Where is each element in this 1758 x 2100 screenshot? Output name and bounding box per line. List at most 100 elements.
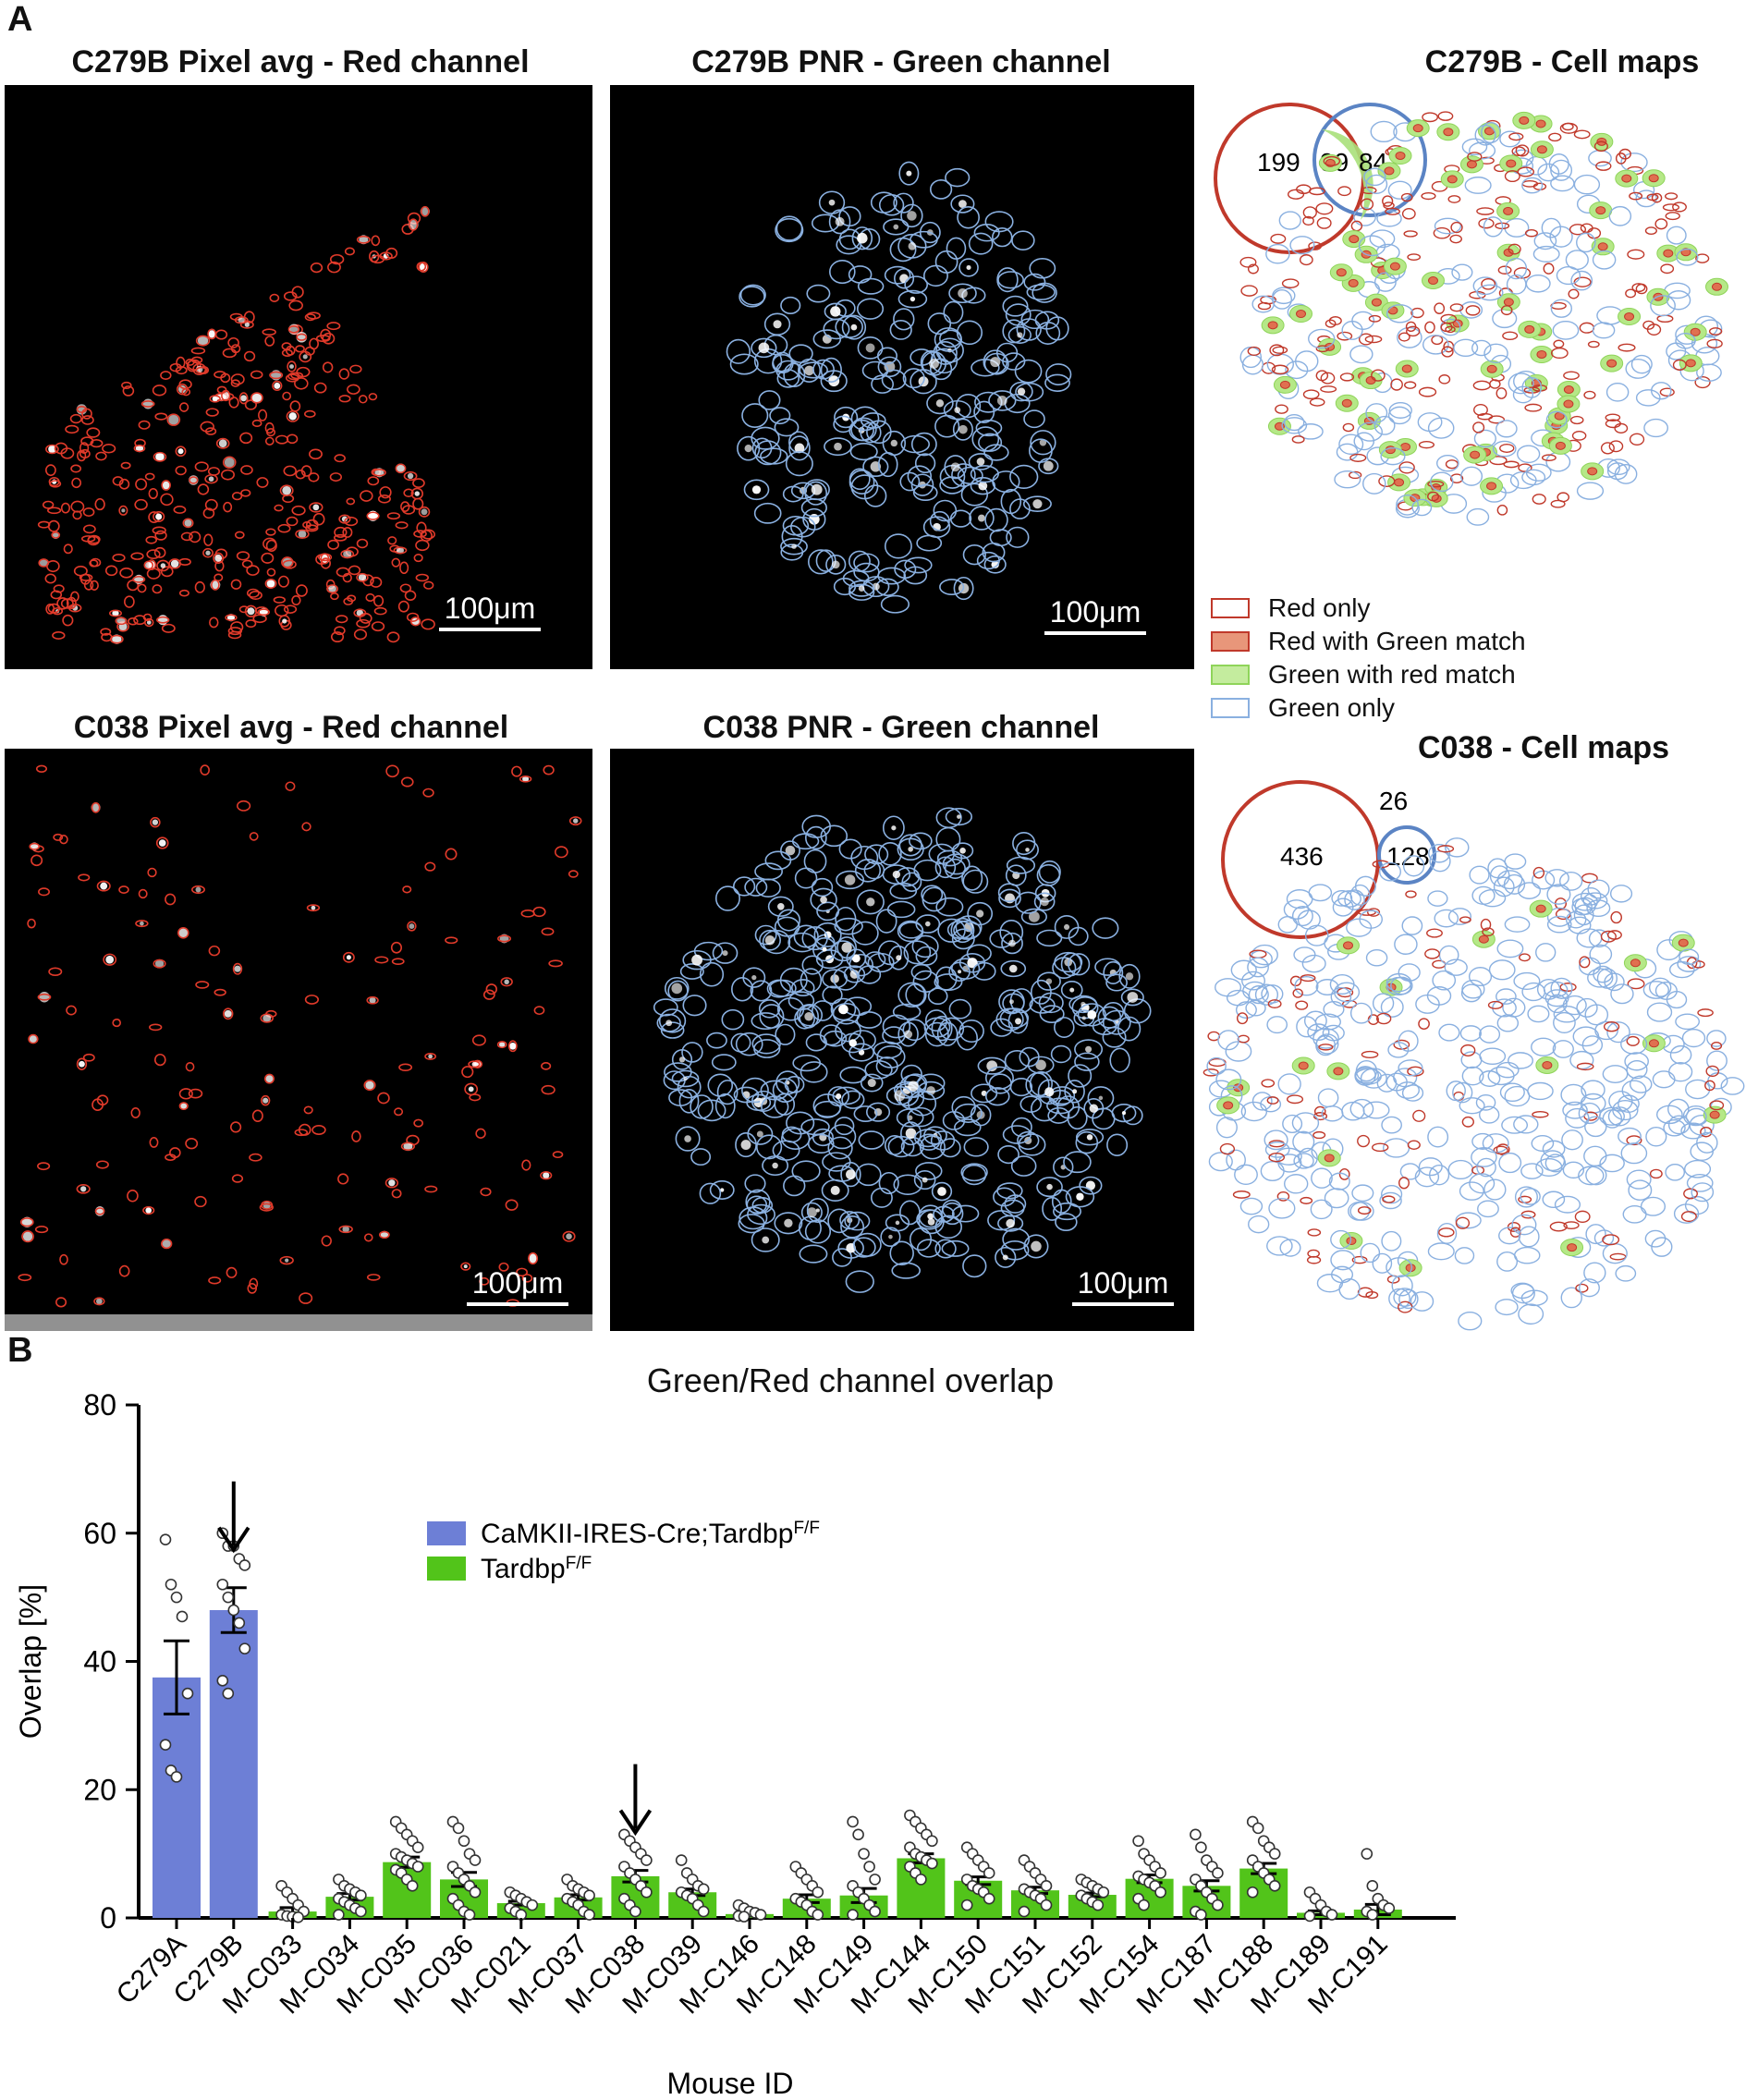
cell-outline xyxy=(189,476,199,484)
cell-outline xyxy=(291,286,304,299)
cell-outline xyxy=(95,451,107,461)
cell-outline xyxy=(848,470,875,495)
green-only-cell xyxy=(1331,889,1353,907)
scale-bar: 100μm xyxy=(1044,595,1146,635)
cell-soma xyxy=(925,921,931,927)
red-only-cell xyxy=(1404,381,1417,389)
cell-outline xyxy=(902,368,925,389)
cell-outline xyxy=(1011,230,1035,250)
green-only-cell xyxy=(1569,1050,1594,1070)
cell-outline xyxy=(241,559,253,568)
data-point xyxy=(629,1905,641,1918)
cell-outline xyxy=(916,1239,941,1258)
green-only-cell xyxy=(1282,1114,1303,1134)
cell-outline xyxy=(423,580,434,590)
green-only-cell xyxy=(1643,418,1669,438)
scale-bar-label: 100μm xyxy=(471,1266,564,1300)
cell-outline xyxy=(182,518,194,529)
cell-outline xyxy=(398,1063,413,1071)
cell-outline xyxy=(48,967,63,976)
green-only-cell xyxy=(1666,991,1688,1009)
green-only-cell xyxy=(1562,1101,1588,1119)
red-with-green-match-cell xyxy=(1524,324,1535,334)
cell-soma xyxy=(409,923,415,930)
green-only-cell xyxy=(1349,345,1373,364)
cell-outline xyxy=(983,444,1009,461)
green-only-cell xyxy=(1506,274,1527,295)
cell-outline xyxy=(951,463,976,487)
legend-swatch xyxy=(427,1521,466,1545)
cell-outline xyxy=(35,764,48,773)
cell-outline xyxy=(144,472,155,481)
cell-outline xyxy=(916,534,943,552)
red-only-cell xyxy=(1339,372,1355,382)
green-only-cell xyxy=(1592,250,1617,270)
cell-outline xyxy=(227,336,239,348)
red-with-green-match-cell xyxy=(1470,450,1481,459)
cell-outline xyxy=(81,408,92,420)
cell-outline xyxy=(281,556,294,568)
cell-outline xyxy=(47,603,61,614)
cell-outline xyxy=(901,872,922,892)
green-only-cell xyxy=(1536,978,1561,1000)
data-point xyxy=(411,1841,424,1853)
red-only-cell xyxy=(1232,1190,1251,1199)
cell-outline xyxy=(395,521,409,530)
cell-outline xyxy=(301,822,311,832)
cell-outline xyxy=(1002,1227,1031,1251)
green-only-cell xyxy=(1293,1153,1314,1169)
cell-outline xyxy=(47,519,60,532)
cell-outline xyxy=(1077,1003,1106,1027)
cell-outline xyxy=(754,862,783,881)
cell-soma xyxy=(1006,1218,1015,1228)
green-only-cell xyxy=(1398,1030,1419,1052)
green-only-cell xyxy=(1483,1178,1507,1201)
cell-soma xyxy=(756,1130,763,1138)
cell-outline xyxy=(166,413,181,426)
cell-outline xyxy=(856,298,885,320)
cell-outline xyxy=(796,1004,824,1027)
cell-outline xyxy=(402,885,412,894)
green-only-cell xyxy=(1436,1222,1458,1244)
cell-outline xyxy=(939,1138,961,1158)
cell-outline xyxy=(860,421,882,444)
green-only-cell xyxy=(1447,908,1472,925)
cell-soma xyxy=(744,445,752,453)
cell-soma xyxy=(967,958,978,969)
red-with-green-match-cell xyxy=(1486,482,1497,491)
cell-outline xyxy=(391,958,405,966)
cell-outline xyxy=(894,268,915,289)
cell-outline xyxy=(213,552,225,564)
cell-outline xyxy=(928,843,956,865)
green-only-cell xyxy=(1579,1278,1600,1298)
cell-outline xyxy=(122,385,135,397)
cell-outline xyxy=(973,400,995,423)
red-only-cell xyxy=(1465,305,1481,316)
green-only-cell xyxy=(1365,174,1388,194)
green-only-cell xyxy=(1541,217,1562,238)
cell-soma xyxy=(678,1056,686,1063)
cell-outline xyxy=(322,332,336,345)
green-only-cell xyxy=(1381,1116,1402,1134)
cell-outline xyxy=(153,546,166,558)
red-only-cell xyxy=(1618,148,1631,160)
cell-outline xyxy=(82,507,95,518)
cell-outline xyxy=(445,936,458,945)
cell-soma xyxy=(978,481,988,491)
cell-outline xyxy=(799,1244,828,1264)
cell-soma xyxy=(224,457,235,468)
data-point xyxy=(469,1854,482,1866)
cell-outline xyxy=(343,597,354,605)
red-only-cell xyxy=(1629,191,1643,201)
cell-outline xyxy=(424,861,436,872)
red-only-cell xyxy=(1287,189,1305,200)
cell-outline xyxy=(60,502,70,514)
cell-soma xyxy=(121,508,126,513)
data-point xyxy=(1212,1899,1224,1911)
red-only-cell xyxy=(1559,122,1579,134)
green-only-cell xyxy=(1289,236,1315,255)
cell-outline xyxy=(997,271,1024,289)
green-only-cell xyxy=(1587,968,1614,988)
cell-outline xyxy=(299,1292,313,1304)
cell-outline xyxy=(52,607,64,616)
